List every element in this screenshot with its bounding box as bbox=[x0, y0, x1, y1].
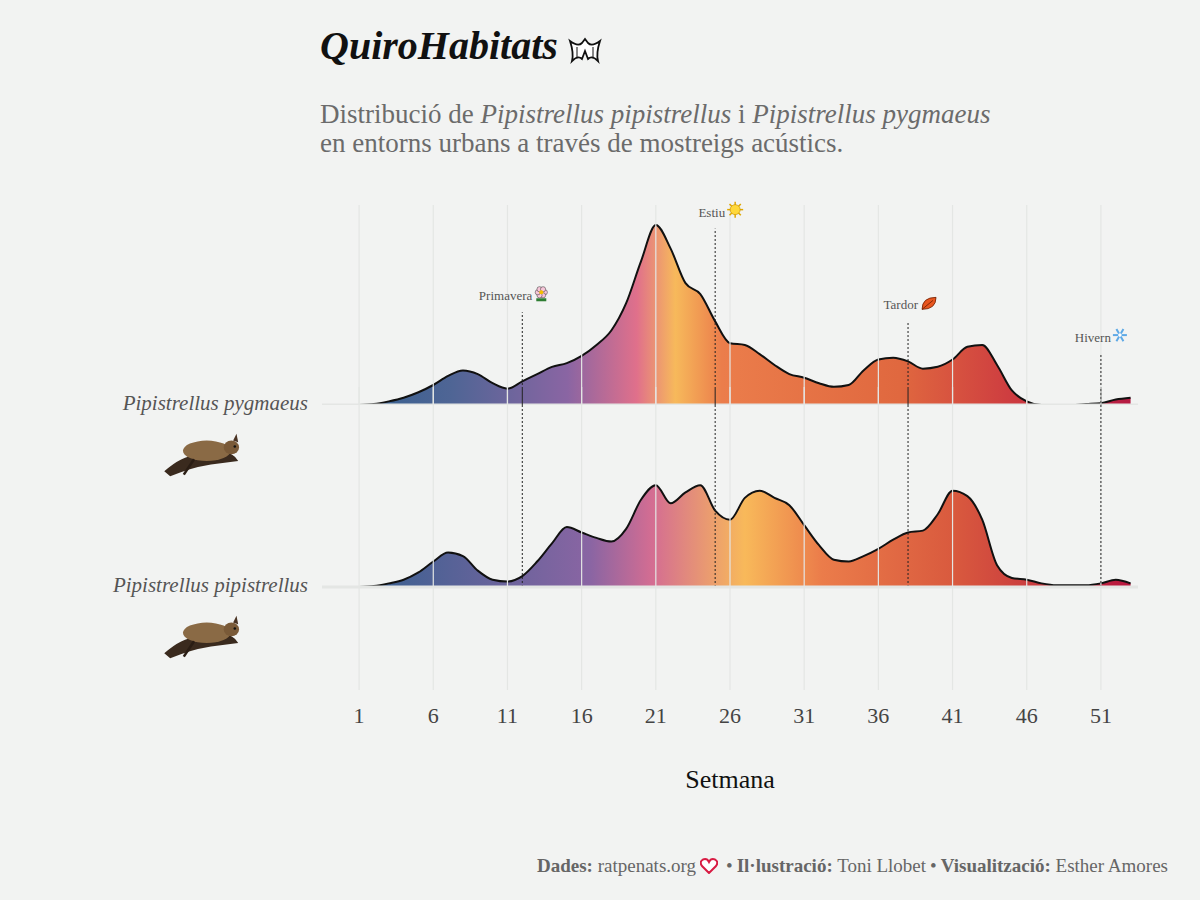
html-text:Distribució de Pipistrellus pi: Distribució de Pipistrellus pipistrellus… bbox=[320, 99, 991, 129]
svg-text:Primavera: Primavera bbox=[479, 288, 533, 303]
svg-text:6: 6 bbox=[428, 703, 439, 728]
html-text:QuiroHabitats: QuiroHabitats bbox=[320, 23, 558, 68]
svg-text:21: 21 bbox=[645, 703, 667, 728]
svg-text:Estiu: Estiu bbox=[698, 205, 725, 220]
html-text:Pipistrellus pygmaeus: Pipistrellus pygmaeus bbox=[122, 391, 308, 415]
svg-text:26: 26 bbox=[719, 703, 741, 728]
html-text:• Il·lustració: Toni Llobet •: • Il·lustració: Toni Llobet • Visualitza… bbox=[726, 855, 1168, 876]
svg-text:51: 51 bbox=[1090, 703, 1112, 728]
svg-text:41: 41 bbox=[942, 703, 964, 728]
svg-text:Hivern: Hivern bbox=[1075, 330, 1112, 345]
html-text:en entorns urbans a través de: en entorns urbans a través de mostreigs … bbox=[320, 128, 844, 158]
html-text:Dades: ratpenats.org: Dades: ratpenats.org bbox=[537, 855, 696, 876]
svg-text:46: 46 bbox=[1016, 703, 1038, 728]
svg-text:31: 31 bbox=[793, 703, 815, 728]
html-text:Setmana: Setmana bbox=[685, 765, 775, 794]
svg-text:Tardor: Tardor bbox=[884, 297, 919, 312]
html-text:Pipistrellus pipistrellus: Pipistrellus pipistrellus bbox=[113, 573, 308, 597]
svg-text:1: 1 bbox=[354, 703, 365, 728]
svg-text:11: 11 bbox=[497, 703, 518, 728]
svg-text:36: 36 bbox=[867, 703, 889, 728]
svg-text:16: 16 bbox=[571, 703, 593, 728]
